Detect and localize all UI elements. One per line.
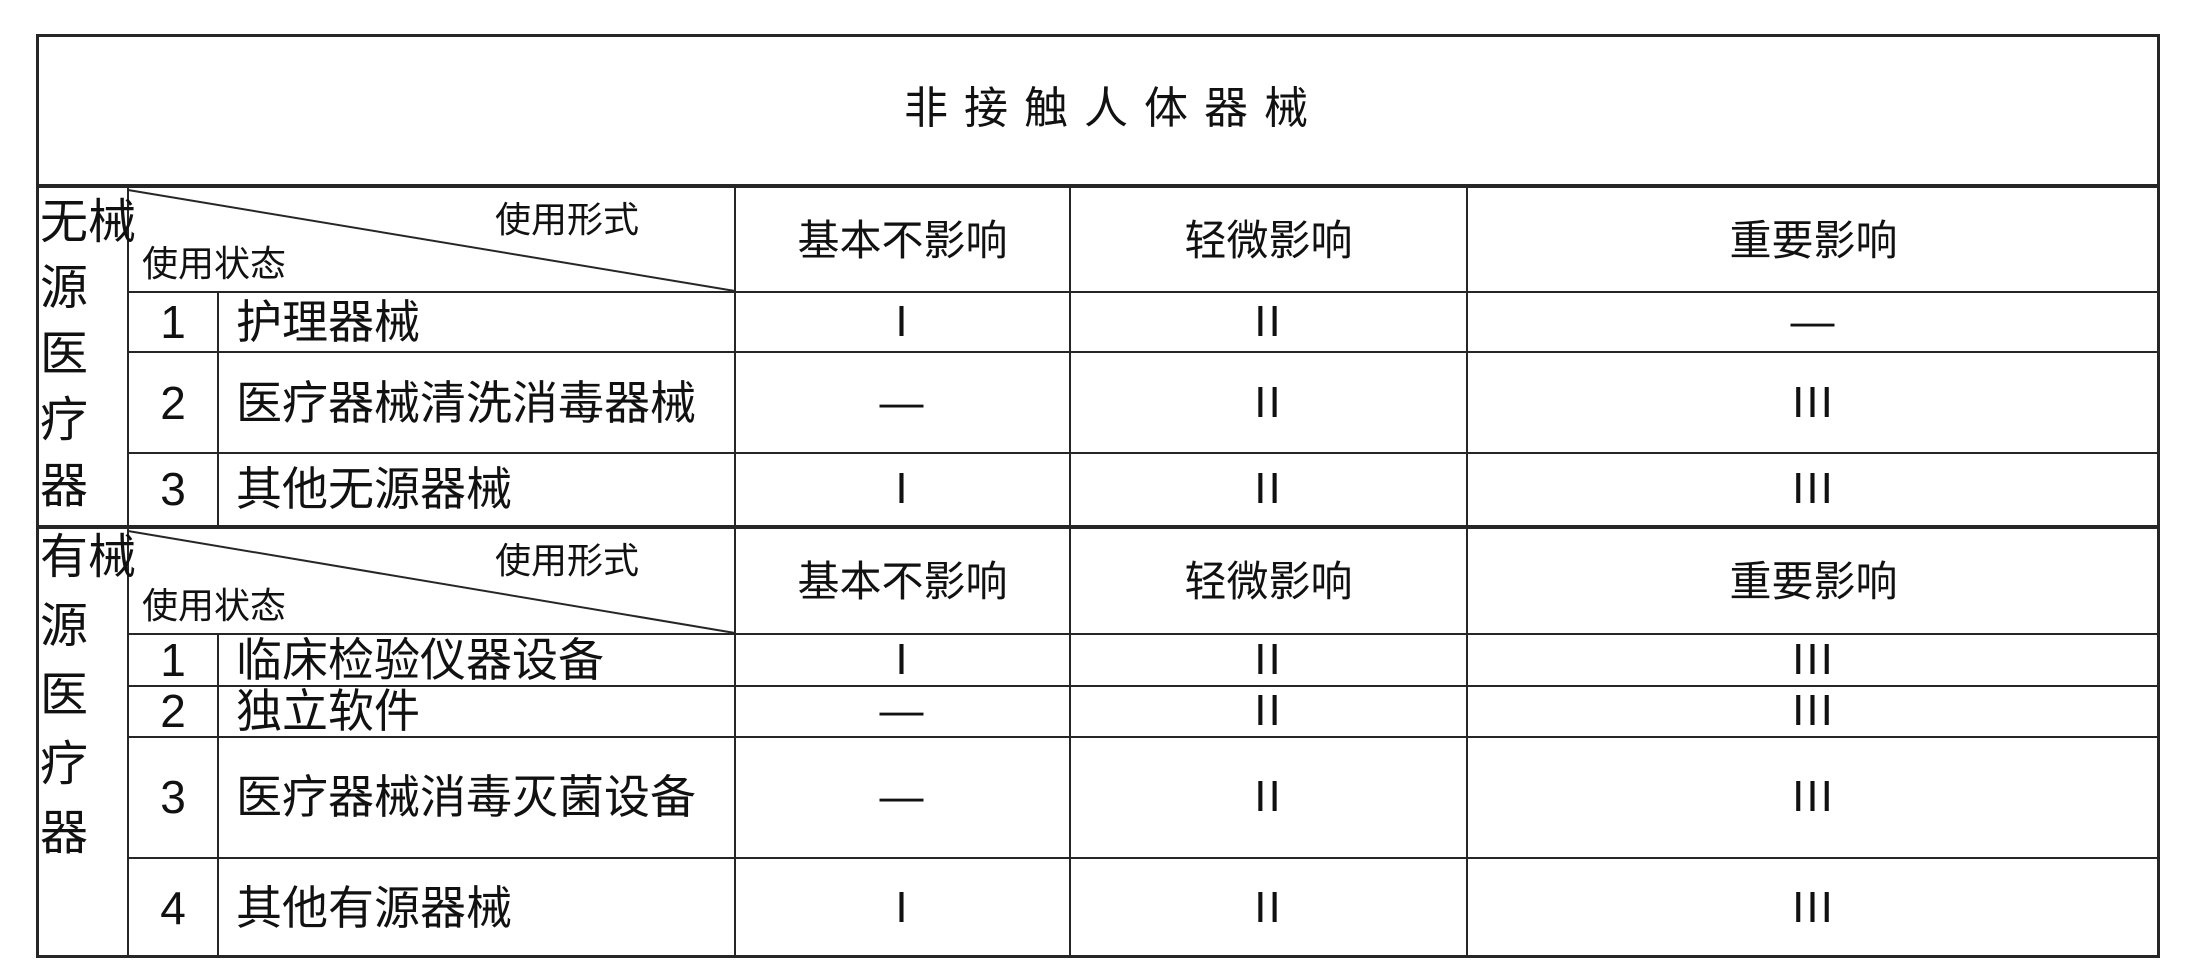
device-name: 医疗器械清洗消毒器械: [236, 376, 696, 429]
class-value: II: [1254, 772, 1283, 821]
grid-line-vertical: [127, 186, 129, 958]
class-value: I: [895, 297, 910, 346]
col-header-major-impact-s1: 重要影响: [1729, 217, 1898, 264]
class-value: —: [1790, 297, 1837, 346]
side-label-passive-text: 无源医疗器械: [32, 196, 133, 526]
class-value: III: [1792, 686, 1835, 735]
side-label-passive-devices: 无源医疗器械: [32, 196, 133, 576]
grid-line-horizontal: [128, 736, 2160, 738]
corner-usage-form-label: 使用形式: [495, 199, 640, 240]
class-value: II: [1254, 377, 1283, 427]
class-value: I: [895, 883, 910, 932]
class-value: —: [879, 686, 926, 735]
grid-line-vertical: [217, 634, 219, 958]
class-value: III: [1792, 377, 1835, 427]
grid-line-vertical: [1466, 186, 1468, 958]
col-header-basic-no-impact-s2: 基本不影响: [797, 558, 1008, 605]
diagonal-line: [128, 190, 735, 291]
grid-line-vertical: [217, 292, 219, 527]
row-number: 4: [160, 882, 186, 934]
corner-usage-state-label: 使用状态: [142, 243, 287, 284]
grid-line-vertical: [734, 186, 736, 958]
device-name: 其他有源器械: [236, 882, 512, 934]
row-number: 2: [160, 376, 186, 429]
corner-usage-state-label: 使用状态: [142, 585, 287, 626]
class-value: III: [1792, 634, 1835, 684]
row-number: 1: [160, 633, 186, 686]
class-value: II: [1254, 686, 1283, 735]
device-name: 医疗器械消毒灭菌设备: [236, 771, 696, 823]
grid-line-horizontal: [128, 452, 2160, 454]
class-value: III: [1792, 772, 1835, 821]
row-number: 3: [160, 771, 186, 823]
grid-line-horizontal: [128, 685, 2160, 687]
grid-line-horizontal: [128, 351, 2160, 353]
class-value: II: [1254, 634, 1283, 684]
grid-line-horizontal: [128, 291, 2160, 293]
col-header-minor-impact-s2: 轻微影响: [1184, 558, 1353, 605]
class-value: II: [1254, 297, 1283, 346]
class-value: III: [1792, 883, 1835, 932]
class-value: —: [879, 772, 926, 821]
grid-line-vertical: [1069, 186, 1071, 958]
class-value: I: [895, 634, 910, 684]
grid-line-horizontal: [36, 184, 2160, 188]
class-value: I: [895, 464, 910, 513]
corner-usage-form-label: 使用形式: [495, 540, 640, 581]
device-name: 其他无源器械: [236, 463, 512, 515]
grid-line-horizontal: [128, 857, 2160, 859]
class-value: II: [1254, 883, 1283, 932]
side-label-active-devices: 有源医疗器械: [32, 531, 133, 931]
row-number: 1: [160, 296, 186, 348]
class-value: II: [1254, 464, 1283, 513]
table-frame: [36, 34, 2160, 958]
class-value: —: [879, 377, 926, 427]
grid-line-horizontal-section-divider: [36, 525, 2160, 529]
device-name: 临床检验仪器设备: [236, 633, 604, 686]
col-header-major-impact-s2: 重要影响: [1729, 558, 1898, 605]
diagonal-line: [128, 531, 735, 633]
device-name: 独立软件: [236, 685, 420, 737]
table-title: 非接触人体器械: [904, 84, 1324, 133]
side-label-active-text: 有源医疗器械: [32, 531, 133, 876]
col-header-minor-impact-s1: 轻微影响: [1184, 217, 1353, 264]
class-value: III: [1792, 464, 1835, 513]
col-header-basic-no-impact-s1: 基本不影响: [797, 217, 1008, 264]
device-name: 护理器械: [236, 296, 420, 348]
row-number: 2: [160, 685, 186, 737]
grid-line-horizontal: [128, 633, 2160, 635]
row-number: 3: [160, 463, 186, 515]
